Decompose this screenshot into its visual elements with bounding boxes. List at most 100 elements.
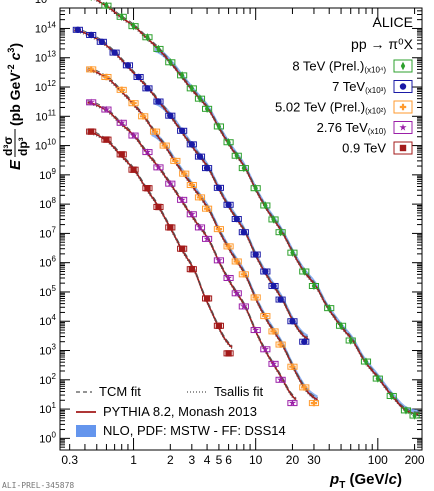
data-point <box>215 322 223 329</box>
data-point <box>181 170 188 177</box>
data-point <box>277 296 284 303</box>
x-tick-label: 30 <box>307 453 321 467</box>
legend-tcm-label: TCM fit <box>99 384 141 399</box>
x-tick-label: 3 <box>188 453 195 467</box>
legend-box <box>393 80 413 93</box>
legend-box <box>393 59 413 73</box>
data-point <box>278 227 283 237</box>
data-point <box>240 228 248 236</box>
data-point <box>338 321 344 330</box>
series-4 <box>86 128 234 357</box>
y-tick-label: 100 <box>39 430 56 445</box>
data-point <box>288 399 297 407</box>
data-point <box>363 357 369 366</box>
data-point <box>118 86 125 94</box>
labels: 1001011021031041051061071081091010101110… <box>1 0 425 491</box>
data-point <box>403 406 409 415</box>
data-point <box>290 248 295 257</box>
data-point <box>327 303 332 313</box>
data-point <box>253 184 258 193</box>
legend: ALICE pp → π⁰X 8 TeV (Prel.)(x10⁴) 7 TeV(x1… <box>76 14 414 438</box>
data-point <box>119 12 124 22</box>
data-point <box>188 210 196 218</box>
legend-label: 8 TeV (Prel.)(x10⁴) <box>292 59 386 75</box>
nlo-band <box>151 130 318 402</box>
data-point <box>271 215 276 224</box>
tsallis-fit-curve <box>87 103 297 402</box>
legend-marker <box>399 144 407 152</box>
y-tick-label: 1013 <box>35 50 57 65</box>
data-point <box>270 282 277 290</box>
series-0 <box>90 0 420 420</box>
y-axis-title-units: (pb GeV-2 c3) <box>6 43 23 126</box>
data-point <box>189 84 195 93</box>
data-point <box>144 185 151 192</box>
data-point <box>155 98 162 105</box>
legend-nlo-band <box>76 425 96 437</box>
data-point <box>87 66 95 73</box>
data-point <box>203 205 211 212</box>
legend-label: 0.9 TeV <box>342 141 386 156</box>
data-point <box>179 71 185 80</box>
data-point <box>262 268 269 275</box>
x-tick-label: 1 <box>130 453 137 467</box>
series-1 <box>72 26 310 345</box>
data-point <box>131 21 136 31</box>
data-point <box>161 142 168 149</box>
x-tick-label: 10 <box>249 453 263 467</box>
y-tick-label: 108 <box>39 196 56 211</box>
pythia-curve <box>95 0 419 416</box>
data-point <box>215 225 223 233</box>
data-point <box>178 196 186 203</box>
tsallis-fit-curve <box>87 70 318 402</box>
y-tick-label: 107 <box>39 225 56 240</box>
data-point <box>262 312 269 320</box>
data-point <box>90 0 92 2</box>
data-point <box>145 33 150 42</box>
data-point <box>155 203 162 211</box>
series-2 <box>86 66 320 407</box>
data-point <box>226 138 231 147</box>
y-tick-label: 105 <box>39 284 56 299</box>
data-point <box>261 345 269 353</box>
data-point <box>196 153 204 160</box>
data-point <box>375 374 381 383</box>
data-point <box>124 62 132 69</box>
data-point <box>178 127 186 134</box>
y-tick-label: 1010 <box>35 138 57 153</box>
data-point <box>289 363 296 370</box>
data-point <box>156 44 161 54</box>
data-point <box>151 128 159 135</box>
legend-box <box>393 141 413 155</box>
tsallis-fit-curve <box>93 0 419 417</box>
data-point <box>167 112 174 119</box>
data-point <box>252 294 259 301</box>
y-tick-label: 103 <box>39 343 56 358</box>
data-point <box>225 201 232 208</box>
y-tick-label: 106 <box>39 255 56 270</box>
x-tick-label: 20 <box>286 453 300 467</box>
data-point <box>289 318 296 325</box>
data-point <box>188 265 196 273</box>
data-point <box>178 245 186 252</box>
data-point <box>111 49 118 56</box>
legend-label: 5.02 TeV (Prel.)(x10²) <box>275 100 386 116</box>
data-point <box>277 341 284 348</box>
x-tick-label: 0.3 <box>61 453 78 467</box>
data-point <box>269 360 278 367</box>
legend-marker <box>399 83 407 90</box>
y-tick-label: 1015 <box>35 0 57 6</box>
data-point <box>233 215 240 223</box>
y-tick-label: 101 <box>39 401 56 416</box>
y-tick-label: 102 <box>39 372 56 387</box>
data-point <box>412 411 417 420</box>
legend-label: 2.76 TeV(x10) <box>317 120 387 136</box>
x-axis-title: pT (GeV/c) <box>329 471 402 491</box>
y-tick-label: 1014 <box>35 20 57 35</box>
tcm-fit-curve <box>98 0 419 413</box>
legend-box <box>393 100 413 114</box>
x-tick-label: 200 <box>405 453 425 467</box>
data-point <box>310 399 318 407</box>
tcm-fit-curve <box>87 67 318 399</box>
preliminary-id: ALI-PREL-345878 <box>2 481 74 490</box>
